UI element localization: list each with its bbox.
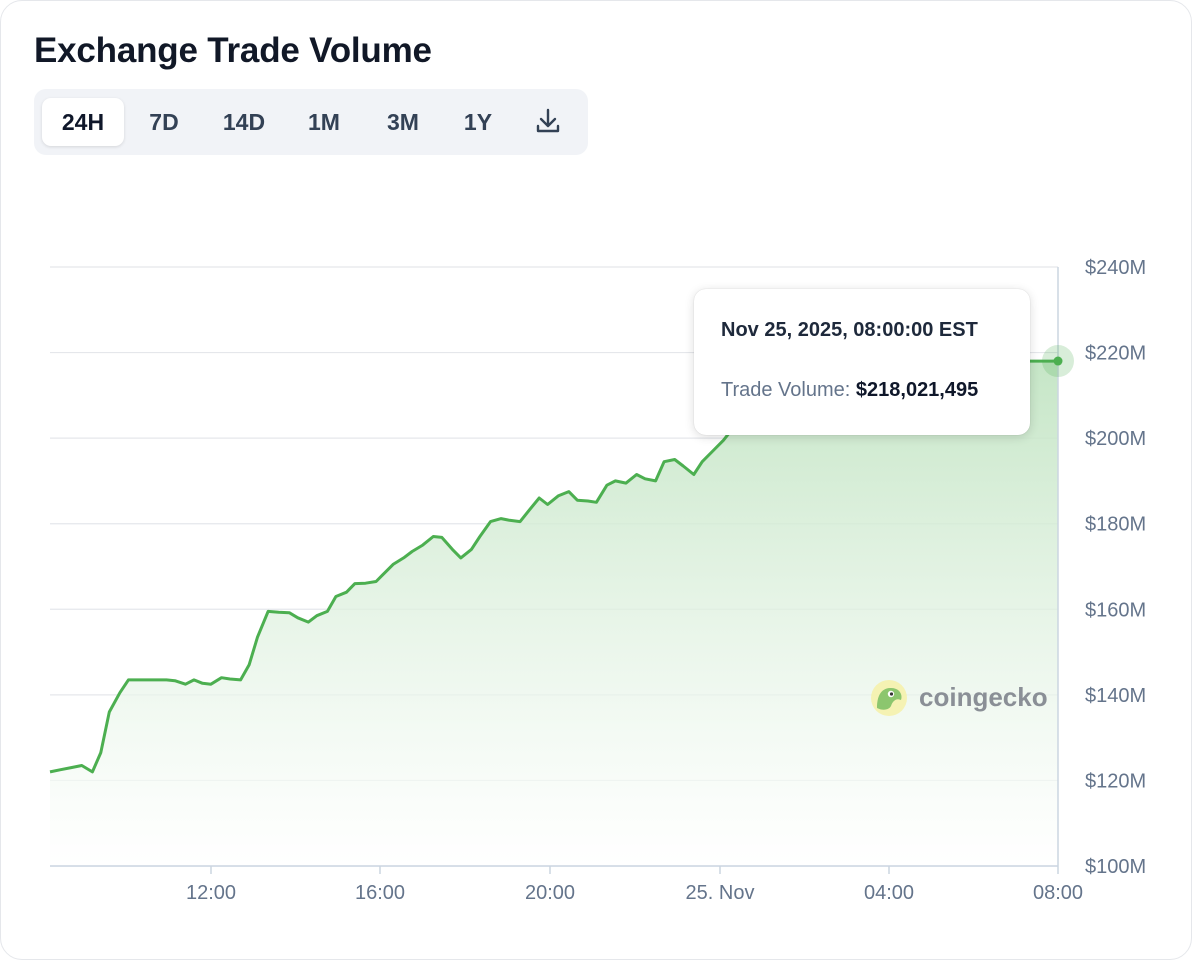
tooltip-date: Nov 25, 2025, 08:00:00 EST [721,319,978,341]
tooltip-label: Trade Volume: [721,379,851,401]
watermark-text: coingecko [919,682,1048,712]
y-ticks: $100M $120M $140M $160M $180M $200M $220M $240M [1085,257,1146,878]
tooltip-value: $218,021,495 [855,379,979,401]
tab-1y[interactable]: 1Y [463,109,493,135]
download-icon[interactable] [528,98,568,146]
y-tick-label: $140M [1085,685,1146,707]
hover-point [1053,356,1063,366]
area-fill [50,361,1058,866]
tab-1m[interactable]: 1M [308,109,340,135]
x-tick-label: 25. Nov [686,882,755,904]
range-tabs: 24H 7D 14D 1M 3M 1Y [34,89,588,155]
tab-24h[interactable]: 24H [42,98,124,146]
x-ticks: 12:00 16:00 20:00 25. Nov 04:00 08:00 [186,866,1083,904]
tab-3m[interactable]: 3M [387,109,419,135]
gecko-logo-icon [871,680,907,716]
x-tick-label: 08:00 [1033,882,1083,904]
x-tick-label: 12:00 [186,882,236,904]
y-tick-label: $120M [1085,770,1146,792]
y-tick-label: $220M [1085,343,1146,365]
area-fill-path [50,361,1058,866]
x-tick-label: 16:00 [355,882,405,904]
y-tick-label: $200M [1085,428,1146,450]
page-title: Exchange Trade Volume [34,31,432,70]
data-tooltip: Nov 25, 2025, 08:00:00 EST Trade Volume:… [694,289,1030,435]
x-tick-label: 20:00 [525,882,575,904]
y-tick-label: $100M [1085,856,1146,878]
axes [50,267,1059,867]
y-tick-label: $160M [1085,599,1146,621]
tab-14d[interactable]: 14D [222,109,266,135]
chart-svg: $100M $120M $140M $160M $180M $200M $220M $240M… [49,257,1146,904]
tooltip-row: Trade Volume: $218,021,495 [721,379,978,402]
y-tick-label: $240M [1085,257,1146,279]
y-tick-label: $180M [1085,514,1146,536]
coingecko-watermark: coingecko [869,678,1048,718]
tab-7d[interactable]: 7D [149,109,179,135]
x-tick-label: 04:00 [864,882,914,904]
hover-marker [1042,345,1074,378]
